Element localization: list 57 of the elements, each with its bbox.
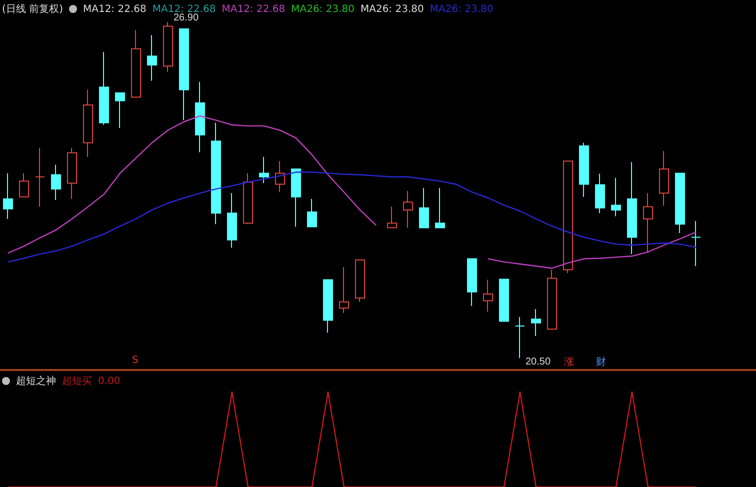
annotation: 20.50: [525, 356, 551, 368]
candlestick: [499, 278, 509, 322]
candlestick: [387, 206, 397, 228]
candlestick: [547, 269, 557, 330]
candlestick: [627, 162, 637, 255]
candlestick: [211, 122, 221, 225]
text: MA12: 22.68: [222, 4, 286, 14]
candlestick: [579, 142, 589, 198]
candlestick: [467, 258, 477, 307]
chart-title: (日线 前复权): [2, 2, 63, 16]
candlestick: [19, 172, 29, 198]
candlestick: [99, 51, 109, 126]
candlestick: [531, 308, 541, 336]
candlestick: [595, 173, 605, 214]
annotation: S: [132, 355, 138, 366]
candlestick: [323, 279, 333, 334]
annotation: 涨: [564, 356, 574, 369]
candlestick: [403, 190, 413, 228]
text: MA26: 23.80: [430, 4, 494, 14]
candlestick: [563, 160, 573, 274]
candlestick: [147, 34, 157, 82]
candlestick: [51, 164, 61, 200]
candlestick: [435, 187, 445, 228]
candlestick: [355, 259, 365, 302]
text: MA26: 23.80: [360, 4, 424, 14]
candlestick: [3, 172, 13, 220]
candlestick: [611, 177, 621, 217]
candlestick: [291, 168, 301, 228]
annotation: 财: [596, 356, 606, 369]
candlestick: [691, 220, 701, 267]
candlestick: [339, 266, 349, 314]
candlestick: [179, 28, 189, 121]
candlestick: [243, 172, 253, 225]
text: MA12: 22.68: [152, 4, 216, 14]
candlestick: [515, 316, 525, 358]
candlestick: [307, 198, 317, 228]
candlestick: [675, 172, 685, 234]
text: MA26: 23.80: [291, 4, 354, 14]
candlestick: [131, 29, 141, 98]
text: 0.00: [98, 376, 120, 386]
candlestick: [35, 148, 45, 208]
chart-title: 超短之神: [16, 374, 56, 388]
candlestick: [643, 192, 653, 252]
candlestick: [419, 187, 429, 228]
candlestick: [195, 81, 205, 153]
text: MA12: 22.68: [82, 4, 146, 14]
candlestick: [115, 92, 125, 129]
candlestick: [259, 156, 269, 184]
annotation: 26.90: [173, 12, 199, 24]
candlestick: [163, 22, 173, 72]
candlestick: [67, 148, 77, 200]
candlestick: [483, 279, 493, 312]
candlestick: [83, 89, 93, 158]
candlestick: [659, 150, 669, 206]
candlestick: [275, 160, 285, 193]
candlestick: [227, 192, 237, 248]
text: 超短买: [62, 374, 92, 388]
